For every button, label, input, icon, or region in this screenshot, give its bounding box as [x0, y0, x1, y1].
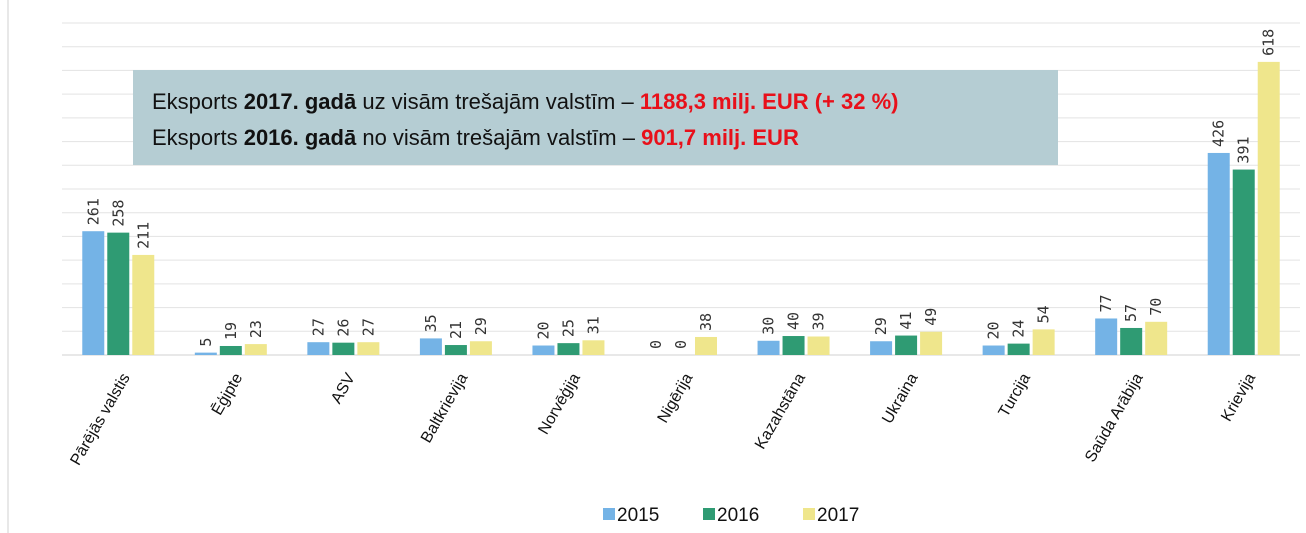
bar — [582, 340, 605, 355]
value-label: 20 — [534, 321, 552, 339]
value-label: 20 — [985, 321, 1003, 339]
annotation-segment: 2017. gadā — [244, 89, 357, 114]
bar — [1032, 329, 1055, 355]
value-label: 38 — [697, 313, 715, 331]
bar — [920, 331, 943, 355]
x-tick-label: Nigērija — [655, 370, 697, 426]
value-label: 258 — [109, 200, 127, 227]
x-tick-label: Kazahstāna — [752, 370, 809, 452]
bar — [782, 336, 805, 355]
annotation-segment: 1188,3 milj. EUR (+ 32 %) — [640, 89, 899, 114]
bar — [1095, 318, 1118, 355]
legend-label: 2016 — [717, 505, 759, 526]
bar — [357, 342, 380, 355]
value-label: 54 — [1035, 305, 1053, 323]
bar — [1232, 169, 1255, 355]
annotation-segment: Eksports — [152, 89, 244, 114]
bar — [807, 336, 830, 355]
value-label: 25 — [559, 319, 577, 337]
value-label: 26 — [334, 319, 352, 337]
x-tick-label: Ukraina — [879, 370, 921, 426]
bar — [1257, 61, 1280, 356]
bar — [419, 338, 442, 355]
value-label: 27 — [309, 318, 327, 336]
bar — [1007, 343, 1030, 355]
legend-swatch — [603, 508, 615, 520]
value-label: 618 — [1260, 29, 1278, 56]
bar — [1207, 152, 1230, 355]
value-label: 19 — [222, 322, 240, 340]
bar — [557, 343, 580, 355]
bar — [1120, 327, 1143, 355]
value-label: 0 — [672, 340, 690, 349]
value-label: 23 — [247, 320, 265, 338]
bar — [307, 342, 330, 355]
annotation-segment: Eksports — [152, 125, 244, 150]
value-label: 41 — [897, 311, 915, 329]
value-label: 39 — [810, 312, 828, 330]
annotation-box — [133, 70, 1058, 165]
bar — [82, 231, 105, 355]
value-label: 49 — [922, 308, 940, 326]
bar — [132, 254, 155, 355]
bar — [332, 342, 355, 355]
legend-label: 2017 — [817, 505, 859, 526]
annotation-segment: 2016. gadā — [244, 125, 357, 150]
x-tick-label: Krievija — [1218, 370, 1259, 424]
value-label: 77 — [1097, 294, 1115, 312]
bar — [532, 345, 555, 355]
value-label: 31 — [584, 316, 602, 334]
value-label: 426 — [1210, 120, 1228, 147]
annotation-line: Eksports 2016. gadā no visām trešajām va… — [152, 125, 799, 150]
bar — [469, 341, 492, 355]
x-tick-label: Saūda Arābija — [1082, 370, 1147, 465]
legend-swatch — [703, 508, 715, 520]
annotation-segment: uz visām trešajām valstīm – — [356, 89, 640, 114]
bar — [244, 344, 267, 355]
value-label: 70 — [1147, 298, 1165, 316]
value-label: 27 — [359, 318, 377, 336]
value-label: 0 — [647, 340, 665, 349]
value-label: 391 — [1235, 136, 1253, 163]
bar — [194, 352, 217, 355]
bar — [870, 341, 893, 355]
bar — [1145, 321, 1168, 355]
bar — [219, 345, 242, 355]
annotation-segment: 901,7 milj. EUR — [641, 125, 799, 150]
value-label: 57 — [1122, 304, 1140, 322]
value-label: 29 — [472, 317, 490, 335]
value-label: 21 — [447, 321, 465, 339]
x-tick-label: ASV — [328, 370, 359, 407]
annotation-segment: no visām trešajām valstīm – — [356, 125, 641, 150]
legend-label: 2015 — [617, 505, 659, 526]
bar — [444, 345, 467, 355]
value-label: 30 — [760, 317, 778, 335]
value-label: 261 — [84, 198, 102, 225]
legend-swatch — [803, 508, 815, 520]
bar — [695, 336, 717, 355]
x-tick-label: Baltkrievija — [418, 370, 471, 446]
x-tick-label: Ēģipte — [208, 370, 246, 418]
bar — [895, 335, 918, 355]
value-label: 5 — [197, 338, 215, 347]
value-label: 211 — [134, 222, 152, 249]
value-label: 29 — [872, 317, 890, 335]
x-tick-label: Pārējās valstis — [67, 371, 133, 469]
bar — [982, 345, 1005, 355]
x-tick-label: Norvēģija — [535, 370, 584, 438]
bar — [107, 232, 130, 355]
bar — [757, 340, 780, 355]
value-label: 35 — [422, 314, 440, 332]
annotation-line: Eksports 2017. gadā uz visām trešajām va… — [152, 89, 899, 114]
value-label: 24 — [1010, 320, 1028, 338]
value-label: 40 — [785, 312, 803, 330]
x-tick-label: Turcija — [996, 370, 1034, 420]
